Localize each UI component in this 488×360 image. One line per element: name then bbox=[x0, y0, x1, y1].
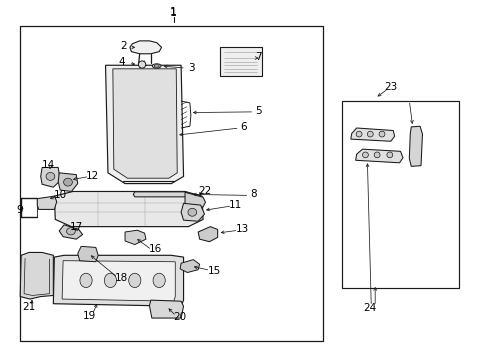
Text: 11: 11 bbox=[229, 200, 242, 210]
Polygon shape bbox=[133, 192, 188, 197]
Ellipse shape bbox=[152, 64, 161, 68]
Ellipse shape bbox=[355, 131, 361, 137]
Text: 7: 7 bbox=[254, 52, 261, 62]
Ellipse shape bbox=[80, 273, 92, 288]
Text: 4: 4 bbox=[118, 57, 124, 67]
Polygon shape bbox=[181, 203, 204, 221]
Text: 16: 16 bbox=[149, 244, 162, 254]
Text: 6: 6 bbox=[240, 122, 246, 132]
Text: 14: 14 bbox=[42, 160, 55, 170]
Text: 21: 21 bbox=[22, 302, 36, 312]
Polygon shape bbox=[408, 126, 422, 166]
Polygon shape bbox=[62, 261, 175, 301]
Ellipse shape bbox=[154, 65, 159, 67]
Text: 18: 18 bbox=[115, 273, 128, 283]
Text: 12: 12 bbox=[85, 171, 99, 181]
Polygon shape bbox=[53, 255, 183, 306]
Ellipse shape bbox=[187, 208, 196, 216]
Ellipse shape bbox=[366, 131, 372, 137]
Bar bbox=[341, 101, 458, 288]
Polygon shape bbox=[113, 69, 177, 178]
Polygon shape bbox=[54, 192, 203, 226]
Text: 9: 9 bbox=[16, 206, 22, 216]
Ellipse shape bbox=[66, 228, 75, 235]
Text: 2: 2 bbox=[121, 41, 127, 51]
Text: 23: 23 bbox=[384, 82, 397, 93]
Polygon shape bbox=[125, 230, 146, 244]
Ellipse shape bbox=[46, 172, 55, 180]
Text: 3: 3 bbox=[188, 63, 195, 73]
Text: 17: 17 bbox=[69, 222, 83, 232]
Text: 22: 22 bbox=[198, 186, 211, 196]
Ellipse shape bbox=[153, 273, 165, 288]
Polygon shape bbox=[41, 167, 60, 187]
Ellipse shape bbox=[63, 178, 72, 186]
Polygon shape bbox=[78, 246, 98, 262]
Polygon shape bbox=[20, 252, 53, 299]
Ellipse shape bbox=[138, 61, 145, 68]
Text: 20: 20 bbox=[173, 312, 186, 322]
Polygon shape bbox=[355, 149, 402, 163]
Polygon shape bbox=[105, 65, 183, 184]
Polygon shape bbox=[130, 41, 161, 54]
Text: 8: 8 bbox=[249, 189, 256, 199]
Bar bbox=[20, 26, 322, 341]
Text: 10: 10 bbox=[54, 190, 66, 200]
Polygon shape bbox=[58, 173, 78, 192]
Ellipse shape bbox=[373, 152, 379, 158]
Polygon shape bbox=[149, 300, 183, 318]
Ellipse shape bbox=[386, 152, 392, 158]
Text: 1: 1 bbox=[170, 7, 177, 17]
Polygon shape bbox=[59, 225, 82, 239]
Polygon shape bbox=[184, 193, 205, 209]
Text: 19: 19 bbox=[82, 311, 96, 320]
Polygon shape bbox=[198, 226, 217, 242]
Text: 5: 5 bbox=[254, 106, 261, 116]
Bar bbox=[220, 46, 261, 76]
Text: 13: 13 bbox=[235, 225, 248, 234]
Text: 1: 1 bbox=[170, 8, 177, 18]
Polygon shape bbox=[37, 196, 57, 210]
Ellipse shape bbox=[128, 273, 141, 288]
Text: 24: 24 bbox=[363, 303, 376, 313]
Text: 15: 15 bbox=[207, 266, 221, 276]
Ellipse shape bbox=[362, 152, 367, 158]
Ellipse shape bbox=[104, 273, 116, 288]
Polygon shape bbox=[350, 128, 394, 141]
Polygon shape bbox=[180, 260, 199, 273]
Ellipse shape bbox=[378, 131, 384, 137]
